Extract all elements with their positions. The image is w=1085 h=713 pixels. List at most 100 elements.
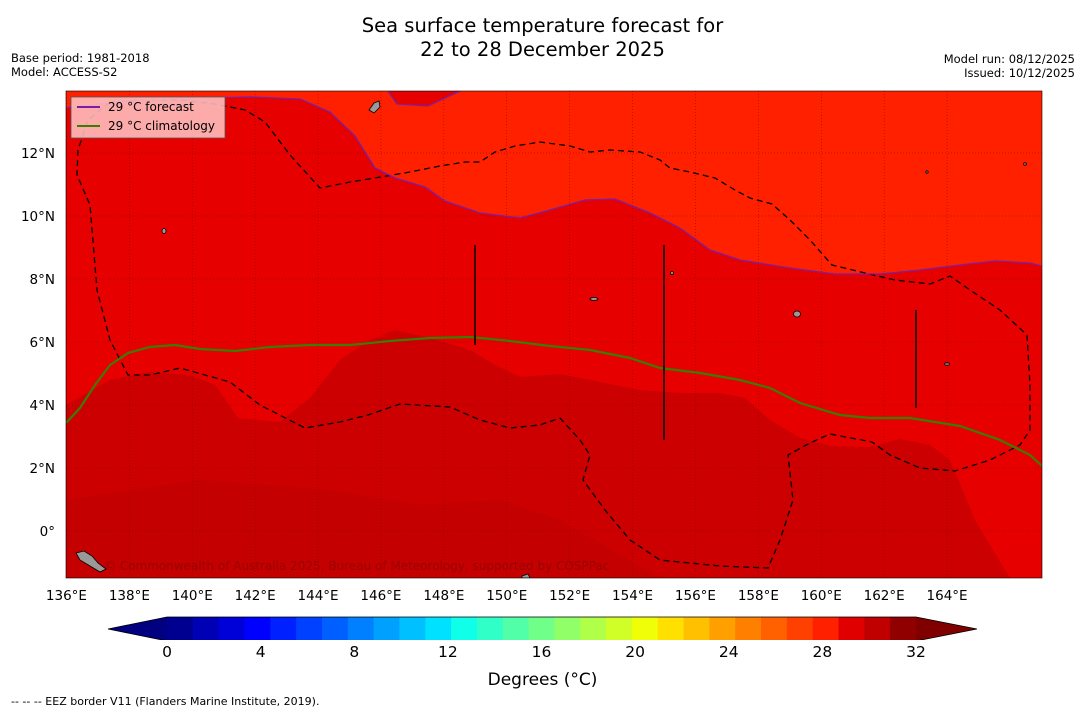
colorbar-segment <box>373 617 400 640</box>
colorbar-segment <box>864 617 891 640</box>
model-run: Model run: 08/12/2025 <box>943 52 1075 66</box>
colorbar-tick-label: 12 <box>438 643 458 661</box>
colorbar-tick-label: 24 <box>718 643 739 661</box>
colorbar-segment <box>812 617 839 640</box>
colorbar-segment <box>192 617 220 640</box>
lon-label: 150°E <box>486 588 527 604</box>
colorbar-over-arrow <box>916 617 977 640</box>
meta-left: Base period: 1981-2018 Model: ACCESS-S2 <box>11 51 150 79</box>
lat-label: 4°N <box>30 398 55 414</box>
model-name: Model: ACCESS-S2 <box>11 65 118 79</box>
island-kosrae <box>793 310 801 318</box>
lat-label: 10°N <box>21 209 55 225</box>
colorbar-outline <box>107 616 978 640</box>
colorbar-segment <box>735 617 762 640</box>
lat-label: 0° <box>40 524 55 540</box>
lon-label: 162°E <box>864 588 905 604</box>
colorbar-segment <box>321 617 349 640</box>
colorbar-segment <box>347 617 375 640</box>
colorbar-segment <box>244 617 271 640</box>
lon-label: 142°E <box>235 588 276 604</box>
lat-label: 6°N <box>30 335 55 351</box>
colorbar-segment <box>838 617 865 640</box>
colorbar-segment <box>683 617 710 640</box>
lon-label: 146°E <box>360 588 401 604</box>
copyright-watermark: © Commonwealth of Australia 2025, Bureau… <box>104 559 609 573</box>
legend-climatology-label: 29 °C climatology <box>108 119 215 133</box>
climatology-29c-contour <box>66 335 1042 467</box>
lon-label: 158°E <box>738 588 779 604</box>
eez-border-dashed <box>76 99 1031 569</box>
colorbar-segment <box>399 617 426 640</box>
colorbar-tick-label: 20 <box>625 643 645 661</box>
lat-label: 12°N <box>21 146 55 162</box>
colorbar-segment <box>218 617 245 640</box>
map-area: © Commonwealth of Australia 2025, Bureau… <box>66 91 1042 578</box>
colorbar-tick-label: 0 <box>162 643 172 661</box>
colorbar-segment <box>890 617 917 640</box>
title-line-2: 22 to 28 December 2025 <box>420 38 665 61</box>
lat-label: 2°N <box>30 461 55 477</box>
islands <box>75 100 1027 578</box>
island-small-5 <box>925 170 929 174</box>
colorbar-tick-label: 16 <box>531 643 552 661</box>
chart-title: Sea surface temperature forecast for 22 … <box>0 14 1085 62</box>
legend-forecast-label: 29 °C forecast <box>108 100 194 114</box>
colorbar-segment <box>761 617 788 640</box>
island-small-1 <box>161 228 167 234</box>
lon-label: 160°E <box>801 588 842 604</box>
colorbar-segment <box>657 617 684 640</box>
island-small-3 <box>944 362 950 366</box>
map-frame <box>65 90 1043 579</box>
colorbar-segment <box>606 617 633 640</box>
colorbar-segment <box>270 617 297 640</box>
colorbar-segment <box>502 617 529 640</box>
island-new-guinea <box>75 550 107 573</box>
colorbar-segment <box>631 617 659 640</box>
forecast-29c-contour <box>66 91 1042 275</box>
colorbar-segment <box>786 617 814 640</box>
lon-label: 136°E <box>46 588 87 604</box>
colorbar-segment <box>528 617 555 640</box>
sst-zone-29-30-north <box>388 91 460 106</box>
island-north <box>368 100 381 114</box>
map-grid <box>66 91 1042 578</box>
lon-label: 148°E <box>423 588 464 604</box>
latitude-labels: 12°N 10°N 8°N 6°N 4°N 2°N 0° <box>21 146 55 540</box>
vertical-artifact-lines <box>474 245 917 440</box>
colorbar-segment <box>296 617 323 640</box>
sst-zone-31-32 <box>66 480 660 578</box>
island-small-6 <box>1023 162 1027 166</box>
island-small-2 <box>589 297 599 301</box>
colorbar-tick-label: 28 <box>812 643 833 661</box>
colorbar-segment <box>580 617 607 640</box>
island-small-4 <box>670 271 674 275</box>
issued-date: Issued: 10/12/2025 <box>964 66 1075 80</box>
base-period: Base period: 1981-2018 <box>11 51 150 65</box>
colorbar <box>107 616 978 640</box>
colorbar-segment <box>425 617 452 640</box>
map-legend: 29 °C forecast 29 °C climatology <box>70 96 226 139</box>
colorbar-under-arrow <box>108 617 167 640</box>
colorbar-segment <box>167 617 194 640</box>
lon-label: 138°E <box>109 588 150 604</box>
lon-label: 152°E <box>549 588 590 604</box>
longitude-labels: 136°E 138°E 140°E 142°E 144°E 146°E 148°E 150°E… <box>46 588 968 604</box>
lon-label: 144°E <box>298 588 339 604</box>
colorbar-tick-label: 8 <box>349 643 360 661</box>
colorbar-segment <box>476 617 504 640</box>
eez-footnote: -- -- -- EEZ border V11 (Flanders Marine… <box>11 695 320 708</box>
colorbar-segment <box>709 617 736 640</box>
lat-label: 8°N <box>30 272 55 288</box>
sst-map: © Commonwealth of Australia 2025, Bureau… <box>21 90 1043 640</box>
colorbar-segment <box>554 617 581 640</box>
title-line-1: Sea surface temperature forecast for <box>361 14 724 37</box>
lon-label: 140°E <box>172 588 213 604</box>
colorbar-tick-label: 32 <box>906 643 926 661</box>
colorbar-tick-label: 4 <box>255 643 266 661</box>
meta-right: Model run: 08/12/2025 Issued: 10/12/2025 <box>944 52 1075 80</box>
legend-box <box>70 96 226 139</box>
colorbar-segment <box>451 617 478 640</box>
lon-label: 164°E <box>927 588 968 604</box>
lon-label: 156°E <box>675 588 716 604</box>
